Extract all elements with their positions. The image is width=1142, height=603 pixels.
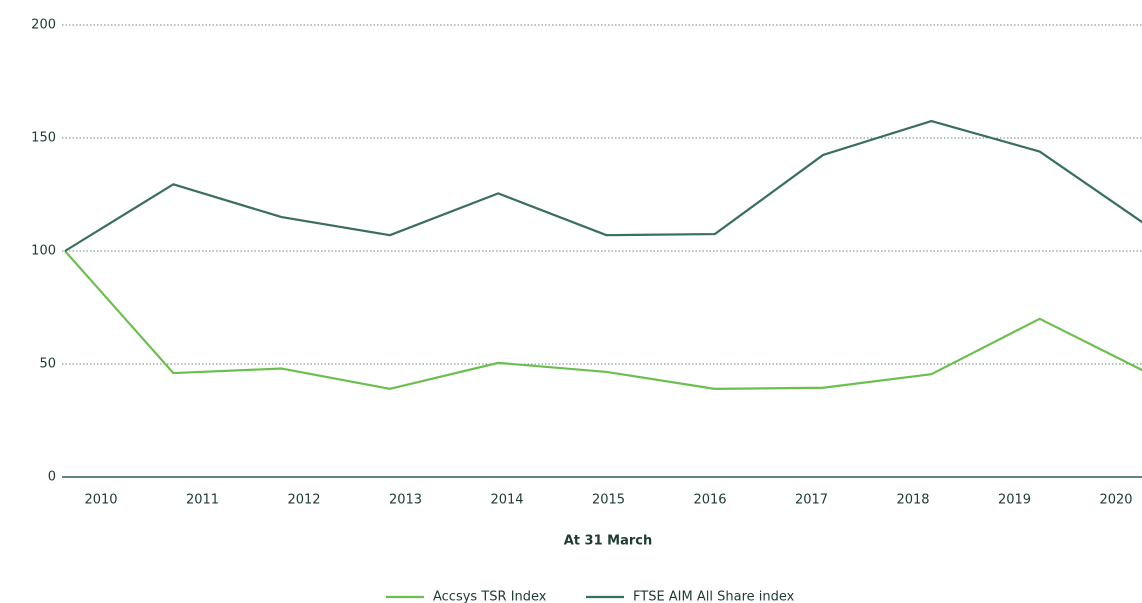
x-tick-label: 2020 <box>1099 493 1132 508</box>
x-tick-label: 2017 <box>795 493 828 508</box>
x-axis-title: At 31 March <box>564 534 653 549</box>
x-tick-label: 2011 <box>186 493 219 508</box>
y-tick-label: 200 <box>31 18 56 33</box>
x-tick-label: 2013 <box>389 493 422 508</box>
x-tick-label: 2014 <box>490 493 523 508</box>
x-tick-label: 2018 <box>896 493 929 508</box>
y-tick-label: 150 <box>31 131 56 146</box>
legend-label: Accsys TSR Index <box>433 590 547 603</box>
series-line <box>64 119 1142 252</box>
series-line <box>64 250 1142 390</box>
x-tick-label: 2015 <box>592 493 625 508</box>
x-tick-label: 2016 <box>693 493 726 508</box>
y-tick-label: 0 <box>48 470 56 485</box>
x-tick-label: 2019 <box>998 493 1031 508</box>
x-tick-label: 2010 <box>84 493 117 508</box>
y-tick-label: 100 <box>31 244 56 259</box>
x-tick-label: 2012 <box>287 493 320 508</box>
legend-label: FTSE AIM All Share index <box>633 590 795 603</box>
y-tick-label: 50 <box>39 357 56 372</box>
